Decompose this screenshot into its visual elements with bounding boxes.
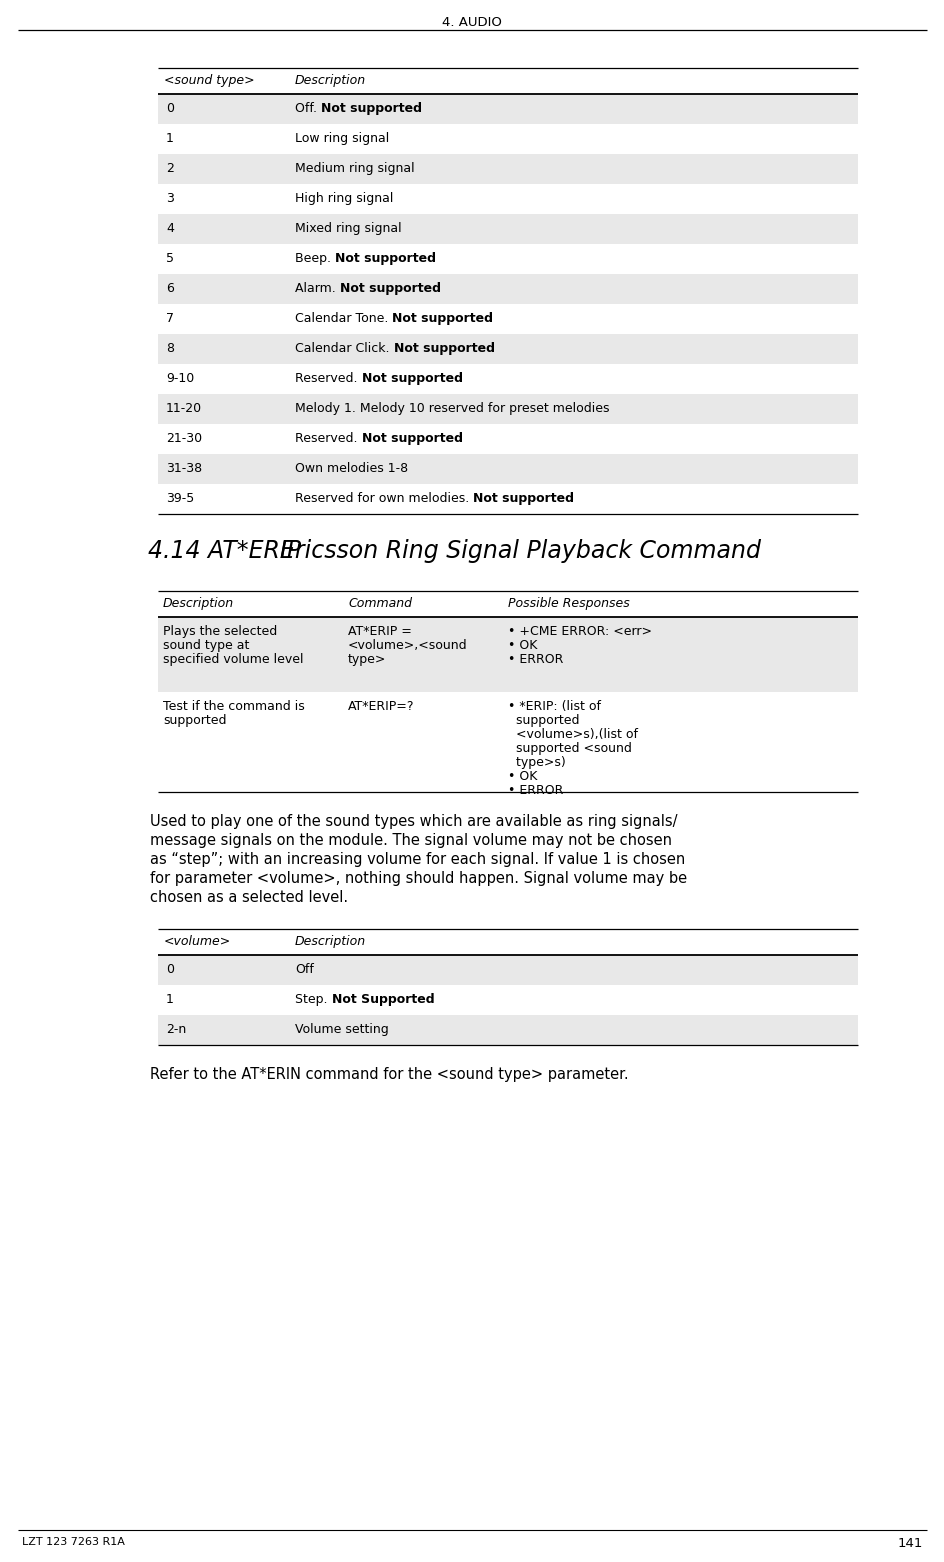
Text: supported: supported: [162, 714, 227, 726]
Text: Refer to the AT*ERIN command for the <sound type> parameter.: Refer to the AT*ERIN command for the <so…: [150, 1067, 628, 1082]
Text: Calendar Tone.: Calendar Tone.: [295, 312, 392, 325]
Text: as “step”; with an increasing volume for each signal. If value 1 is chosen: as “step”; with an increasing volume for…: [150, 851, 684, 867]
Text: Off: Off: [295, 964, 313, 976]
Bar: [158, 394, 857, 423]
Text: • ERROR: • ERROR: [508, 784, 563, 797]
Text: Low ring signal: Low ring signal: [295, 133, 389, 145]
Text: 3: 3: [166, 192, 174, 205]
Text: 9-10: 9-10: [166, 372, 194, 384]
Text: Volume setting: Volume setting: [295, 1023, 388, 1036]
Text: 4.14 AT*ERIP: 4.14 AT*ERIP: [148, 539, 301, 562]
Text: message signals on the module. The signal volume may not be chosen: message signals on the module. The signa…: [150, 833, 671, 848]
Text: 0: 0: [166, 102, 174, 116]
Text: Not supported: Not supported: [392, 312, 493, 325]
Text: Ericsson Ring Signal Playback Command: Ericsson Ring Signal Playback Command: [279, 539, 760, 562]
Text: for parameter <volume>, nothing should happen. Signal volume may be: for parameter <volume>, nothing should h…: [150, 872, 686, 886]
Text: • OK: • OK: [508, 770, 537, 783]
Text: type>s): type>s): [508, 756, 565, 769]
Text: <sound type>: <sound type>: [164, 73, 254, 87]
Text: High ring signal: High ring signal: [295, 192, 393, 205]
Text: Not supported: Not supported: [321, 102, 422, 116]
Bar: [158, 334, 857, 364]
Text: Step.: Step.: [295, 993, 331, 1006]
Text: 31-38: 31-38: [166, 462, 202, 475]
Text: 7: 7: [166, 312, 174, 325]
Bar: [158, 692, 857, 792]
Bar: [158, 305, 857, 334]
Bar: [158, 123, 857, 155]
Text: Not supported: Not supported: [362, 433, 462, 445]
Text: Alarm.: Alarm.: [295, 283, 340, 295]
Text: Own melodies 1-8: Own melodies 1-8: [295, 462, 408, 475]
Text: 11-20: 11-20: [166, 401, 202, 415]
Bar: [158, 244, 857, 273]
Text: Beep.: Beep.: [295, 251, 334, 266]
Text: Off.: Off.: [295, 102, 321, 116]
Bar: [158, 484, 857, 514]
Text: AT*ERIP=?: AT*ERIP=?: [347, 700, 414, 712]
Bar: [158, 423, 857, 455]
Text: 4. AUDIO: 4. AUDIO: [442, 16, 501, 30]
Text: type>: type>: [347, 653, 386, 665]
Text: Used to play one of the sound types which are available as ring signals/: Used to play one of the sound types whic…: [150, 814, 677, 829]
Text: Test if the command is: Test if the command is: [162, 700, 304, 712]
Text: 21-30: 21-30: [166, 433, 202, 445]
Text: supported <sound: supported <sound: [508, 742, 632, 754]
Bar: [158, 617, 857, 692]
Text: sound type at: sound type at: [162, 639, 249, 651]
Text: <volume>,<sound: <volume>,<sound: [347, 639, 467, 651]
Bar: [158, 954, 857, 986]
Text: Melody 1. Melody 10 reserved for preset melodies: Melody 1. Melody 10 reserved for preset …: [295, 401, 609, 415]
Bar: [158, 986, 857, 1015]
Text: Plays the selected: Plays the selected: [162, 625, 277, 637]
Text: 1: 1: [166, 993, 174, 1006]
Text: 1: 1: [166, 133, 174, 145]
Bar: [158, 455, 857, 484]
Text: 6: 6: [166, 283, 174, 295]
Text: LZT 123 7263 R1A: LZT 123 7263 R1A: [22, 1537, 125, 1546]
Text: 4: 4: [166, 222, 174, 234]
Text: Medium ring signal: Medium ring signal: [295, 162, 414, 175]
Text: specified volume level: specified volume level: [162, 653, 303, 665]
Bar: [158, 273, 857, 305]
Text: <volume>: <volume>: [164, 936, 231, 948]
Text: Not supported: Not supported: [362, 372, 462, 384]
Text: • ERROR: • ERROR: [508, 653, 563, 665]
Text: Reserved for own melodies.: Reserved for own melodies.: [295, 492, 473, 505]
Text: 39-5: 39-5: [166, 492, 194, 505]
Bar: [158, 155, 857, 184]
Bar: [158, 364, 857, 394]
Text: 8: 8: [166, 342, 174, 355]
Text: AT*ERIP =: AT*ERIP =: [347, 625, 412, 637]
Bar: [158, 1015, 857, 1045]
Text: supported: supported: [508, 714, 579, 726]
Text: 2: 2: [166, 162, 174, 175]
Text: Reserved.: Reserved.: [295, 372, 362, 384]
Text: Not supported: Not supported: [393, 342, 494, 355]
Bar: [158, 214, 857, 244]
Text: • +CME ERROR: <err>: • +CME ERROR: <err>: [508, 625, 651, 637]
Text: 5: 5: [166, 251, 174, 266]
Text: Description: Description: [295, 936, 365, 948]
Bar: [158, 184, 857, 214]
Text: Not supported: Not supported: [473, 492, 574, 505]
Text: Possible Responses: Possible Responses: [508, 597, 629, 611]
Text: Not supported: Not supported: [334, 251, 435, 266]
Text: Command: Command: [347, 597, 412, 611]
Text: Not supported: Not supported: [340, 283, 440, 295]
Text: 2-n: 2-n: [166, 1023, 186, 1036]
Text: Mixed ring signal: Mixed ring signal: [295, 222, 401, 234]
Text: 141: 141: [897, 1537, 922, 1550]
Text: 0: 0: [166, 964, 174, 976]
Text: • OK: • OK: [508, 639, 537, 651]
Bar: [158, 94, 857, 123]
Text: Description: Description: [162, 597, 234, 611]
Text: Not Supported: Not Supported: [331, 993, 433, 1006]
Text: • *ERIP: (list of: • *ERIP: (list of: [508, 700, 600, 712]
Text: <volume>s),(list of: <volume>s),(list of: [508, 728, 637, 740]
Text: Calendar Click.: Calendar Click.: [295, 342, 393, 355]
Text: chosen as a selected level.: chosen as a selected level.: [150, 890, 347, 904]
Text: Description: Description: [295, 73, 365, 87]
Text: Reserved.: Reserved.: [295, 433, 362, 445]
